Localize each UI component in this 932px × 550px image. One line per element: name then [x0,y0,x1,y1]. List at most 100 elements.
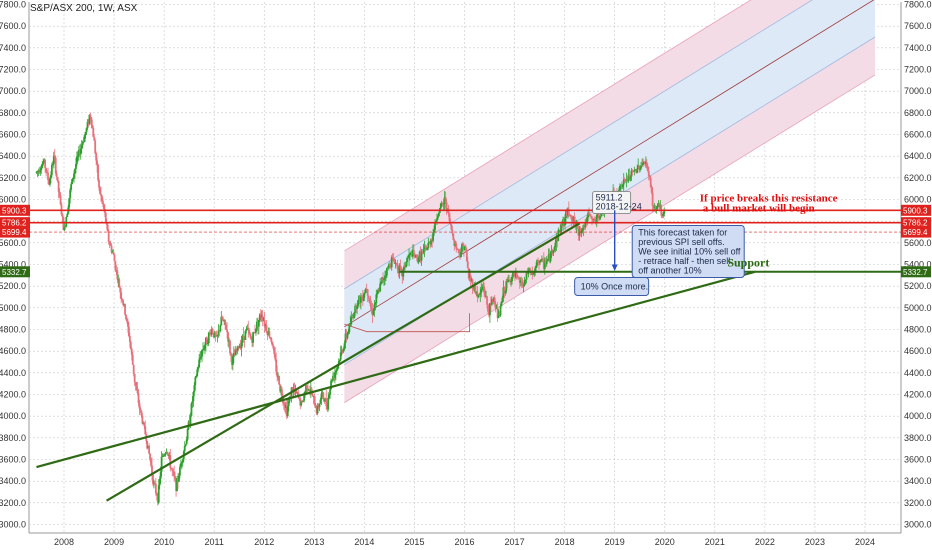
candle-body [323,398,326,402]
candle-body [516,277,519,279]
candle-body [362,294,365,301]
candle-body [397,269,400,274]
candle-body [444,197,447,203]
candle-body [395,262,398,264]
candle-body [354,305,357,314]
candle-body [620,185,623,187]
candle-body [504,291,507,294]
candle-body [329,389,332,395]
candle-body [101,200,104,204]
candle-body [279,384,281,392]
candle-body [175,478,177,491]
candle-body [572,216,575,222]
candle-body [156,495,159,503]
candle-body [121,298,124,301]
y-tick-label: 4400.0 [904,368,932,378]
candle-body [84,132,87,136]
candle-body [108,242,111,246]
candle-body [162,455,165,457]
candle-body [281,389,283,397]
channel-edge [344,74,876,403]
y-tick-label: 3800.0 [904,433,932,443]
candle-body [205,337,207,345]
candle-body [633,170,636,172]
candle-body [554,242,557,248]
candle-body [512,272,514,277]
candle-body [200,356,202,358]
candle-body [558,230,561,231]
candle-body [183,446,186,452]
candle-body [429,242,432,245]
candle-body [82,141,85,143]
candle-body [650,186,653,193]
candle-body [164,452,167,456]
candle-body [254,332,256,334]
candle-body [241,335,244,343]
candle-body [458,249,461,254]
candle-body [203,348,205,350]
candle-body [479,292,482,295]
candle-body [236,346,239,351]
candle-body [46,171,48,173]
candle-body [545,260,548,265]
candle-body [497,314,500,318]
candle-body [499,306,502,316]
candle-body [88,114,91,124]
candle-body [153,483,156,484]
candle-body [233,352,236,356]
candle-body [653,206,656,208]
candle-body [100,193,102,196]
y-tick-label: 7400.0 [0,43,26,53]
candle-body [538,262,540,264]
candle-body [160,456,163,472]
candle-body [239,345,242,349]
candle-body [651,192,654,206]
candle-body [130,348,133,355]
candle-body [495,308,498,309]
forecast-note-line: This forecast taken for [638,228,727,238]
candle-body [213,332,216,338]
candle-body [83,135,86,142]
candle-body [242,335,245,338]
y-tick-label: 6800.0 [904,108,932,118]
candle-body [283,404,286,408]
candle-body [54,157,57,174]
candle-body [119,287,122,293]
candle-body [570,216,573,221]
candle-body [592,219,594,221]
candle-body [507,279,510,283]
candle-body [180,462,183,464]
candle-body [102,203,105,209]
candle-body [427,243,430,248]
candle-body [319,399,322,404]
candle-body [273,348,276,355]
candle-body [194,377,197,386]
candle-body [566,209,569,216]
candle-body [167,453,170,457]
price-level-tag [0,217,30,229]
x-tick-label: 2020 [655,537,675,547]
candle-body [536,259,538,266]
candle-body [648,176,651,178]
x-tick-label: 2010 [154,537,174,547]
candle-body [502,287,505,298]
candle-body [657,203,660,206]
candle-body [618,185,621,191]
candle-body [547,254,550,259]
candle-body [216,335,219,337]
candle-body [659,205,662,207]
candle-body [256,321,258,329]
candle-body [313,396,316,406]
candle-body [337,361,340,365]
candle-body [43,159,46,163]
price-marker-box [592,191,632,214]
candle-body [501,297,504,302]
candle-body [468,275,471,279]
candle-body [72,177,74,180]
candle-body [51,164,54,165]
candle-body [485,296,487,298]
y-tick-label: 4600.0 [904,346,932,356]
candle-body [99,187,101,194]
